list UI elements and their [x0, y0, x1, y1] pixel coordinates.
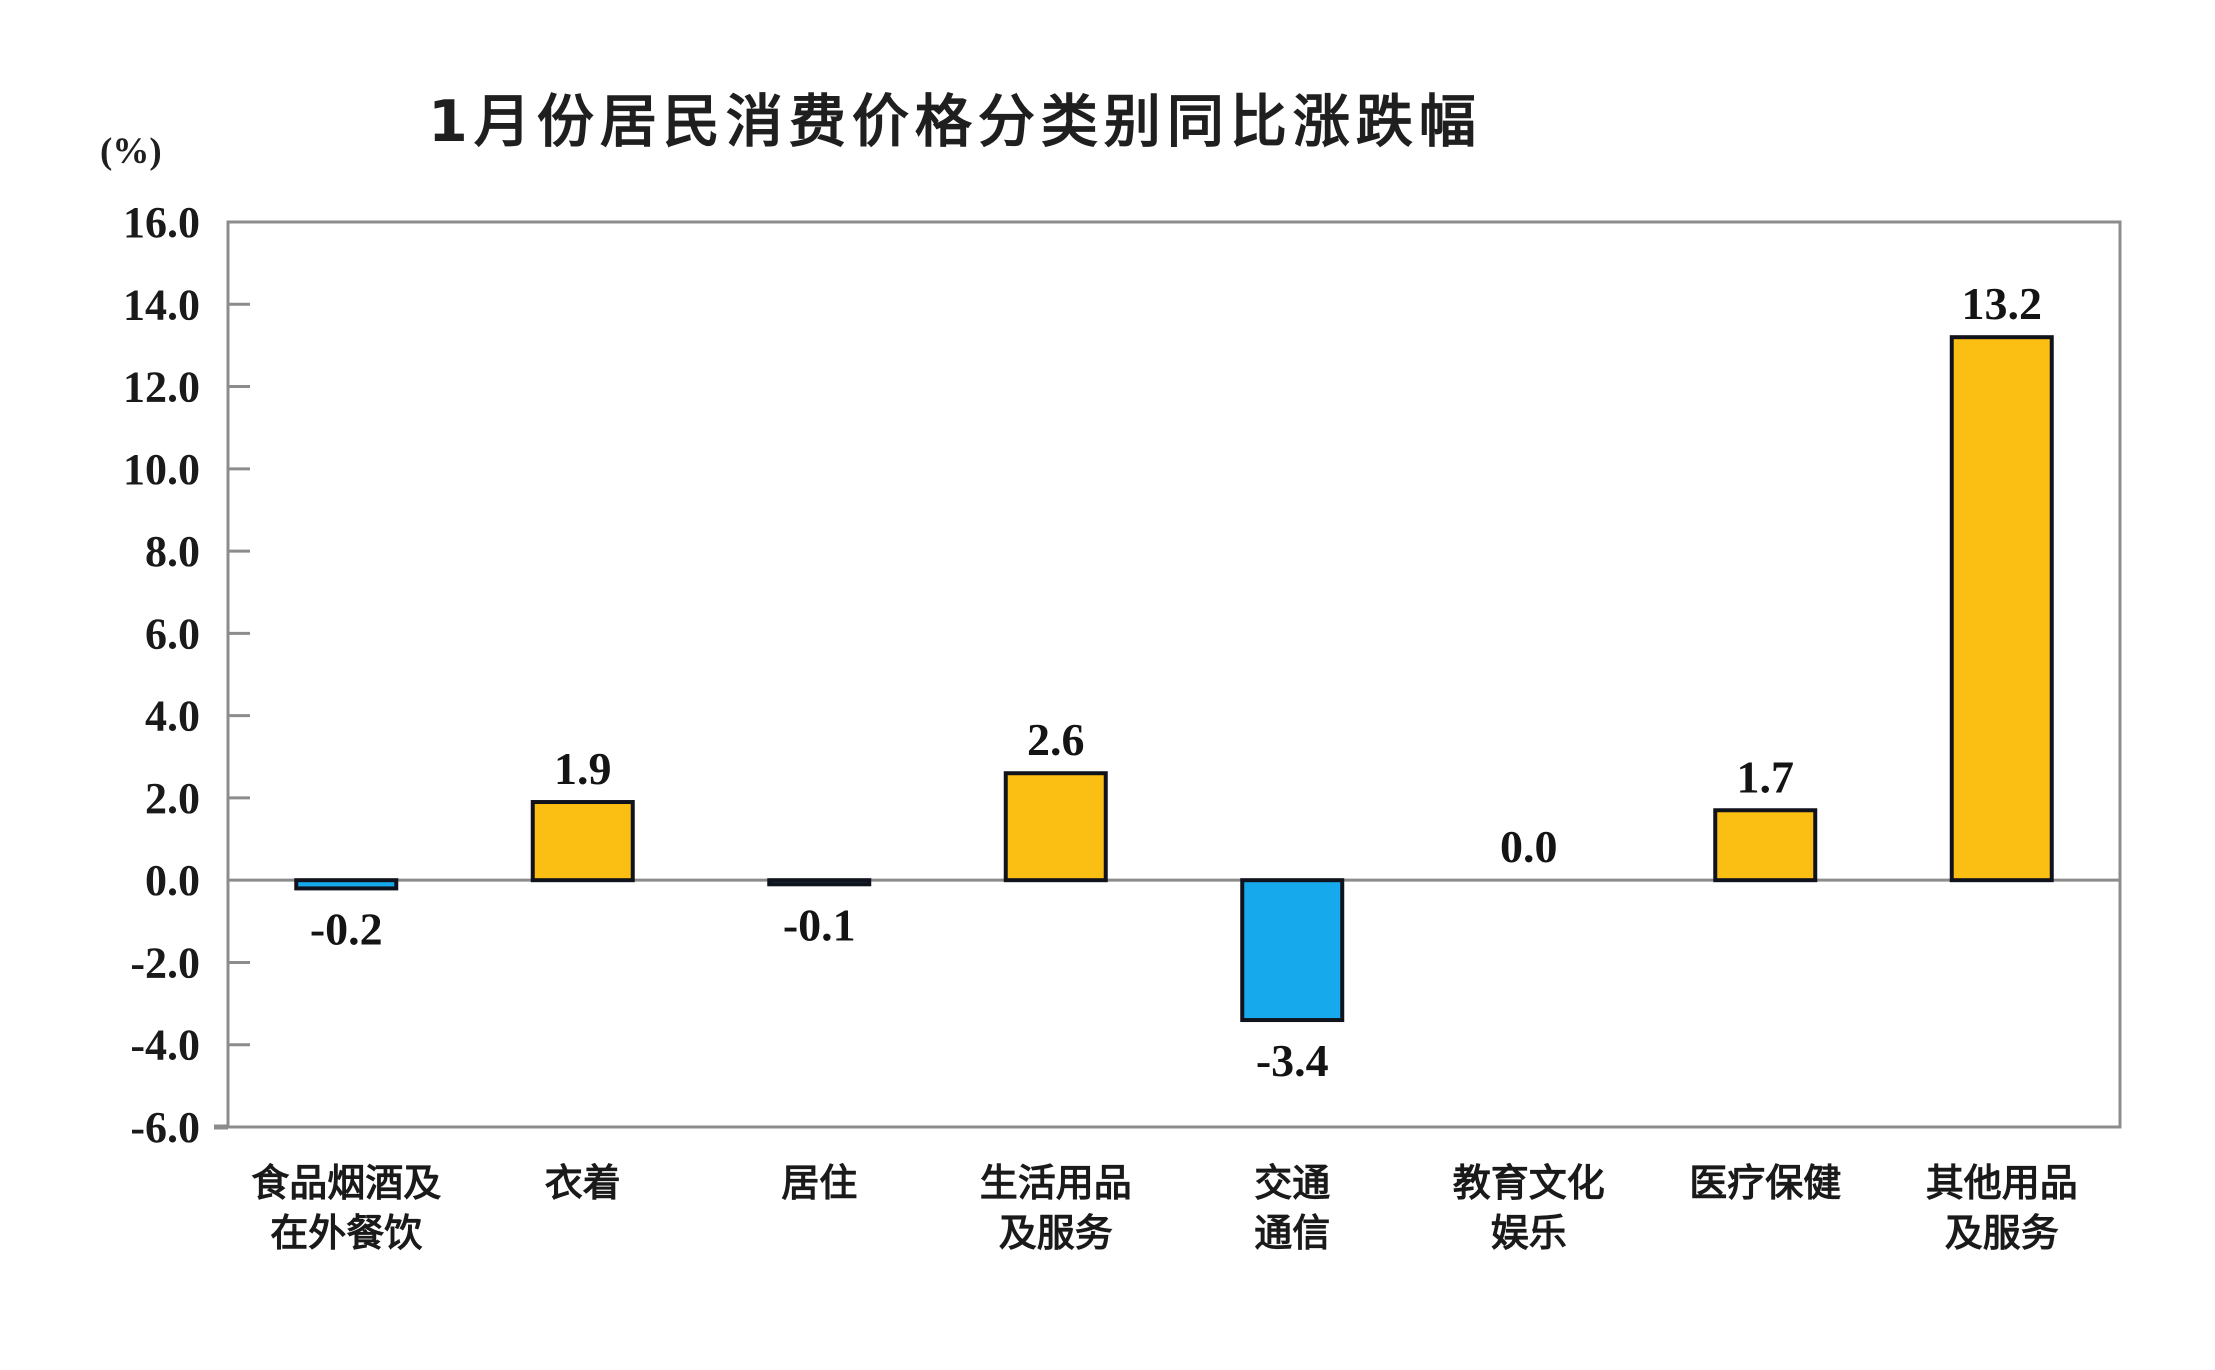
category-label-3: 居住: [781, 1161, 857, 1205]
bar-2: [530, 800, 635, 883]
category-label-2: 衣着: [545, 1161, 621, 1205]
category-label-7: 医疗保健: [1689, 1161, 1841, 1205]
category-label-4: 生活用品及服务: [980, 1161, 1132, 1255]
value-label-6: 0.0: [1500, 821, 1558, 872]
y-axis-tick-label: 4.0: [145, 692, 200, 741]
y-axis-tick-label: 12.0: [123, 363, 200, 412]
bar-3: [767, 878, 872, 887]
y-axis-tick-label: 10.0: [123, 445, 200, 494]
bar-7: [1713, 808, 1818, 883]
bar-1: [294, 878, 399, 891]
bar-5: [1240, 878, 1345, 1023]
y-axis-tick-label: 14.0: [123, 280, 200, 329]
category-label-1: 食品烟酒及在外餐饮: [251, 1161, 441, 1255]
value-label-7: 1.7: [1737, 751, 1795, 802]
y-axis-tick-label: 6.0: [145, 609, 200, 658]
chart-title: 1月份居民消费价格分类别同比涨跌幅: [428, 89, 1482, 155]
y-axis-tick-label: 16.0: [123, 198, 200, 247]
y-axis-unit-label: (%): [100, 131, 162, 172]
plot-border: [226, 220, 2122, 1129]
value-label-4: 2.6: [1027, 714, 1085, 765]
y-axis-tick-label: -6.0: [130, 1103, 200, 1152]
value-label-2: 1.9: [554, 743, 612, 794]
y-axis-tick-label: 8.0: [145, 527, 200, 576]
category-label-6: 教育文化娱乐: [1453, 1161, 1605, 1255]
value-label-5: -3.4: [1256, 1035, 1329, 1086]
value-label-3: -0.1: [783, 899, 856, 950]
value-label-1: -0.2: [310, 903, 383, 954]
bar-8: [1949, 335, 2054, 883]
y-axis-tick-label: -2.0: [130, 938, 200, 987]
value-label-8: 13.2: [1962, 278, 2043, 329]
bar-4: [1003, 771, 1108, 883]
y-axis-tick-label: -4.0: [130, 1021, 200, 1070]
y-axis-tick-label: 0.0: [145, 856, 200, 905]
category-label-8: 其他用品及服务: [1926, 1161, 2078, 1255]
category-label-5: 交通通信: [1254, 1161, 1330, 1255]
y-axis-tick-label: 2.0: [145, 774, 200, 823]
